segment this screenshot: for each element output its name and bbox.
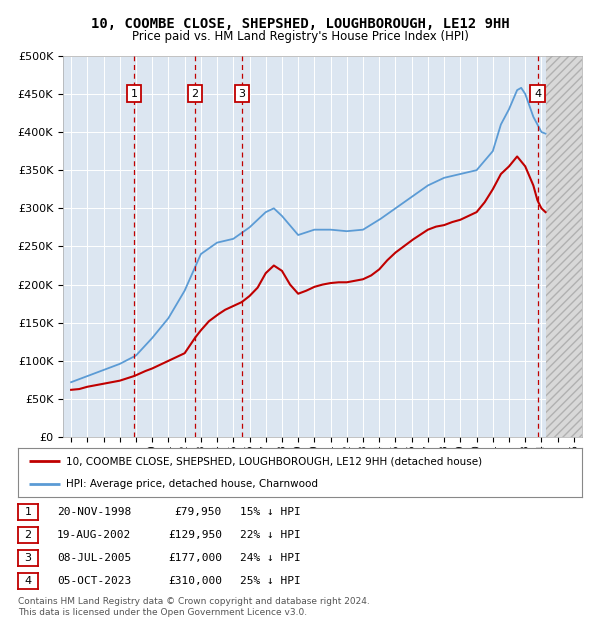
Text: HPI: Average price, detached house, Charnwood: HPI: Average price, detached house, Char… <box>66 479 318 489</box>
Text: 15% ↓ HPI: 15% ↓ HPI <box>240 507 301 518</box>
Text: £79,950: £79,950 <box>175 507 222 518</box>
Text: 2: 2 <box>191 89 199 99</box>
Text: 1: 1 <box>131 89 137 99</box>
Text: 10, COOMBE CLOSE, SHEPSHED, LOUGHBOROUGH, LE12 9HH (detached house): 10, COOMBE CLOSE, SHEPSHED, LOUGHBOROUGH… <box>66 456 482 466</box>
Text: 4: 4 <box>25 576 31 587</box>
Text: 20-NOV-1998: 20-NOV-1998 <box>57 507 131 518</box>
Text: £177,000: £177,000 <box>168 553 222 564</box>
Text: 3: 3 <box>25 553 31 564</box>
Text: 05-OCT-2023: 05-OCT-2023 <box>57 576 131 587</box>
Text: £310,000: £310,000 <box>168 576 222 587</box>
Text: Price paid vs. HM Land Registry's House Price Index (HPI): Price paid vs. HM Land Registry's House … <box>131 30 469 43</box>
Text: 10, COOMBE CLOSE, SHEPSHED, LOUGHBOROUGH, LE12 9HH: 10, COOMBE CLOSE, SHEPSHED, LOUGHBOROUGH… <box>91 17 509 32</box>
Text: 24% ↓ HPI: 24% ↓ HPI <box>240 553 301 564</box>
Text: 1: 1 <box>25 507 31 518</box>
Text: 19-AUG-2002: 19-AUG-2002 <box>57 530 131 541</box>
Text: 2: 2 <box>25 530 31 541</box>
Text: 4: 4 <box>534 89 541 99</box>
Text: £129,950: £129,950 <box>168 530 222 541</box>
Text: Contains HM Land Registry data © Crown copyright and database right 2024.
This d: Contains HM Land Registry data © Crown c… <box>18 598 370 617</box>
Text: 25% ↓ HPI: 25% ↓ HPI <box>240 576 301 587</box>
Text: 08-JUL-2005: 08-JUL-2005 <box>57 553 131 564</box>
Bar <box>545 56 582 437</box>
Text: 22% ↓ HPI: 22% ↓ HPI <box>240 530 301 541</box>
Text: 3: 3 <box>238 89 245 99</box>
